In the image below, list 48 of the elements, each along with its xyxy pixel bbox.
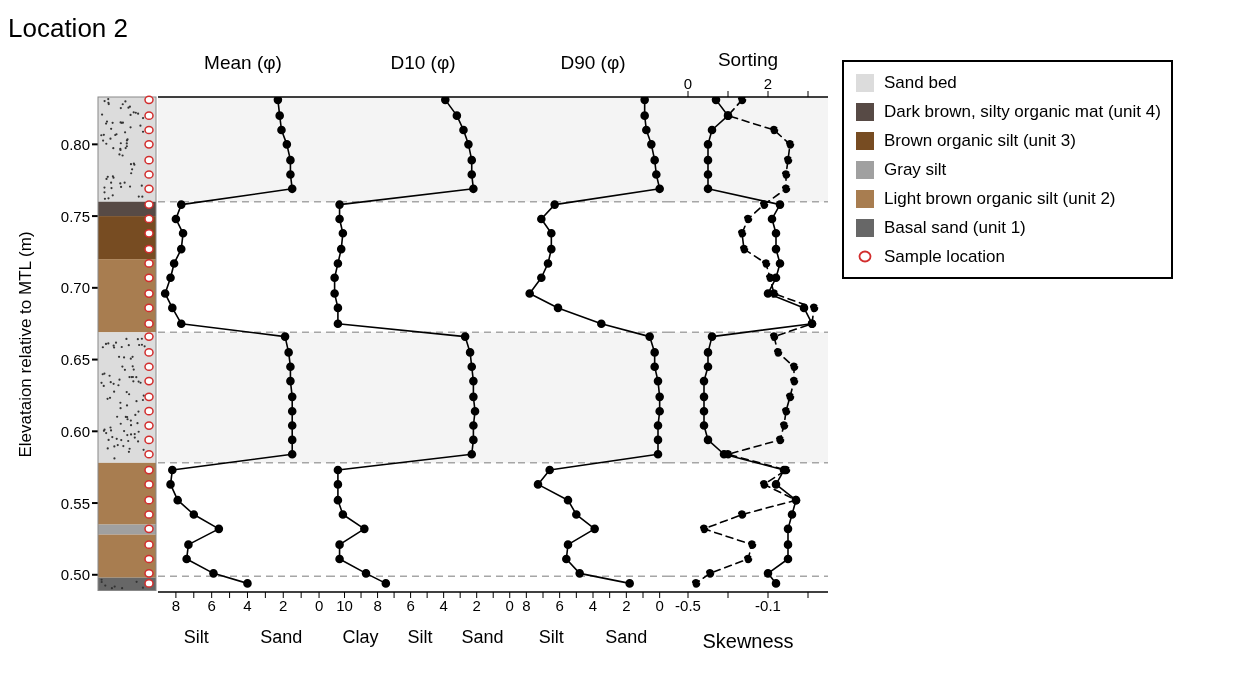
x-tick-label: 2 [622, 596, 631, 614]
text: Sand [461, 627, 504, 648]
x-axis-title: Skewness [702, 630, 794, 652]
x-tick-label: 8 [373, 596, 382, 614]
text: Light brown organic silt (unit 2) [884, 188, 1116, 209]
x2-tick-label: 2 [763, 75, 773, 92]
x2-axis-title: Sorting [717, 48, 779, 70]
text: Sample location [884, 246, 1005, 267]
x-tick-label: -0.5 [675, 596, 701, 614]
x-tick-label: 4 [588, 596, 598, 614]
y-tick-label: 0.65 [60, 351, 90, 369]
text: Clay [342, 627, 379, 648]
x-tick-label: 8 [522, 596, 531, 614]
text: Sand [605, 627, 648, 648]
y-tick-label: 0.75 [60, 207, 90, 225]
text: Sand [260, 627, 303, 648]
y-tick-label: 0.70 [60, 279, 90, 297]
x-tick-label: 6 [207, 596, 216, 614]
x-tick-label: 2 [279, 596, 288, 614]
x-tick-label: 6 [406, 596, 415, 614]
y-tick-label: 0.80 [60, 135, 90, 153]
text: Silt [538, 627, 564, 648]
y-tick-label: 0.50 [60, 566, 90, 584]
x-tick-label: 0 [505, 596, 514, 614]
x-tick-label: 8 [171, 596, 181, 614]
x-tick-label: 10 [336, 596, 353, 614]
x-tick-label: 0 [655, 596, 664, 614]
x-tick-label: 4 [243, 596, 252, 614]
y-tick-label: 0.60 [60, 422, 90, 440]
text: Gray silt [884, 159, 947, 180]
x2-axis-title: Mean (φ) [204, 52, 282, 74]
chart-title: Location 2 [8, 12, 129, 45]
text: Silt [183, 627, 209, 648]
x-tick-label: 2 [472, 596, 481, 614]
x-tick-label: 6 [555, 596, 564, 614]
x2-tick-label: 0 [683, 75, 693, 92]
x-tick-label: -0.1 [755, 596, 781, 614]
x-tick-label: 4 [439, 596, 448, 614]
x-tick-label: 0 [314, 596, 324, 614]
text: Brown organic silt (unit 3) [884, 130, 1076, 151]
x2-axis-title: D90 (φ) [560, 52, 626, 74]
text: Dark brown, silty organic mat (unit 4) [884, 101, 1161, 122]
x2-axis-title: D10 (φ) [390, 52, 456, 74]
text: Basal sand (unit 1) [884, 217, 1026, 238]
text: Silt [407, 627, 433, 648]
y-axis-title: Elevataion relative to MTL (m) [16, 231, 36, 458]
y-tick-label: 0.55 [60, 494, 90, 512]
text: Sand bed [884, 72, 957, 93]
